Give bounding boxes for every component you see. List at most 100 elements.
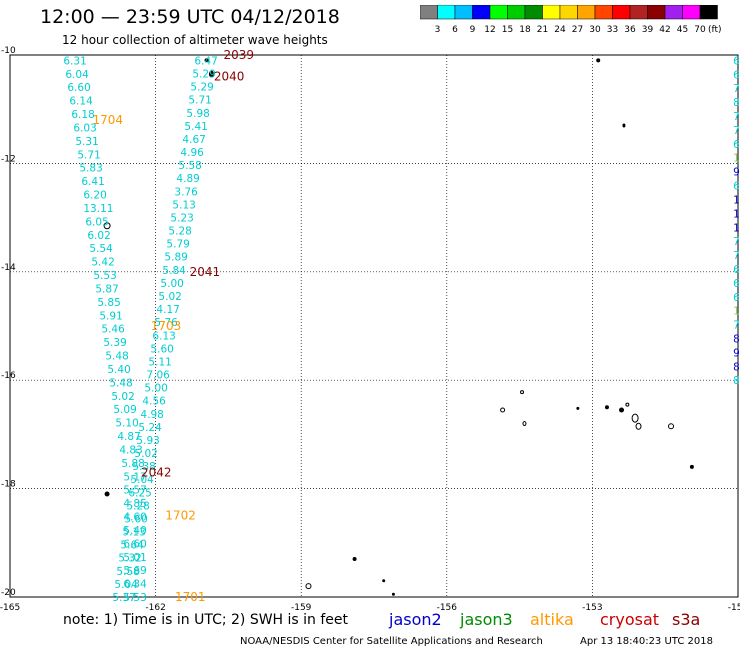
wave-height-value: 5.40 [123,525,146,537]
wave-height-value: 5.88 [121,458,144,470]
wave-height-value: 5.91 [99,310,122,322]
wave-height-value: 6.02 [87,230,110,242]
island-outline [103,222,111,230]
wave-height-value: 6.04 [65,69,89,81]
wave-height-value: 5.85 [97,297,120,309]
wave-height-value: 8. [733,375,740,387]
wave-height-value: 5.79 [166,239,189,251]
latitude-tick-label: -10 [1,46,16,56]
satellite-legend-jason3: jason3 [460,610,513,629]
wave-height-value: 5.13 [172,199,195,211]
wave-height-value: 6.9 [733,264,740,276]
track-time-marker: 1703 [151,319,182,333]
wave-height-value: 4.96 [180,147,204,159]
wave-height-value: 6.13 [152,330,175,342]
wave-height-value: 7.70 [733,83,740,95]
colorbar-tick-label: 15 [502,25,513,35]
wave-height-value: 6.09 [733,69,740,81]
wave-height-value: 5.38 [132,461,155,473]
wave-height-value: 5.42 [91,257,114,269]
latitude-tick-label: -16 [1,371,16,381]
latitude-tick-label: -12 [1,154,16,164]
wave-height-value: 5.13 [122,527,145,539]
island-outline [204,58,209,63]
island-outline [689,464,694,469]
wave-height-value: 5.71 [188,95,211,107]
wave-height-value: 5.00 [160,278,183,290]
wave-height-value: 6.25 [128,487,151,499]
wave-height-value: 6.60 [67,82,90,94]
wave-height-value: 5.54 [89,243,113,255]
wave-height-value: 6.18 [71,109,94,121]
wave-height-value: 7. [733,320,740,332]
wave-height-value: 6. [733,292,740,304]
wave-height-value: 13.53 [733,153,740,165]
colorbar-tick-label: 70 [694,25,706,35]
timestamp-text: Apr 13 18:40:23 UTC 2018 [580,636,713,647]
credit-text: NOAA/NESDIS Center for Satellite Applica… [240,636,543,647]
colorbar-tick-label: 45 [677,25,688,35]
latitude-tick-label: -20 [1,588,16,598]
track-time-marker: 2041 [190,265,221,279]
wave-height-value: 4.89 [176,173,199,185]
colorbar-unit-label: (ft) [708,25,722,35]
wave-height-value: 10.6 [733,208,740,220]
wave-height-value: 5.89 [164,252,187,264]
wave-height-value: 5.23 [170,212,193,224]
island-outline [631,413,639,423]
wave-height-value: 5.57 [123,485,146,497]
longitude-tick-label: -162 [145,603,165,610]
island-outline [352,557,357,562]
wave-height-value: 5.48 [105,351,128,363]
track-time-marker: 2042 [141,465,172,479]
wave-height-value: 5.93 [136,435,159,447]
wave-height-value: 5.32 [118,553,141,565]
wave-height-value: 5.37 [112,592,135,604]
wave-height-value: 5.02 [158,291,181,303]
wave-height-value: 5.60 [124,513,147,525]
colorbar-tick-label: 21 [537,25,548,35]
wave-height-value: 5.60 [150,343,173,355]
satellite-legend-jason2: jason2 [389,610,442,629]
wave-height-value: 5.17 [123,471,146,483]
colorbar-tick-label: 33 [607,25,618,35]
wave-height-value: 13. [733,306,740,318]
wave-height-value: 5.31 [75,136,98,148]
wave-height-value: 5.09 [113,404,136,416]
wave-height-value: 5.58 [178,160,201,172]
wave-height-value: 6.31 [63,55,86,67]
island-outline [391,592,395,596]
wave-height-map: -165 -162 -159 -156 -153 -150 -10 -12 -14 -16 -18 -… [0,46,740,610]
wave-height-value: 4.87 [117,431,140,443]
longitude-tick-label: -159 [291,603,312,610]
wave-height-value: 6.63 [733,55,740,67]
wave-height-value: 4.67 [182,134,205,146]
wave-height-value: 5.53 [123,592,146,604]
wave-height-value: 4.56 [142,396,166,408]
island-outline [668,423,675,430]
island-outline [500,407,506,413]
wave-height-value: 8. [733,333,740,345]
wave-height-value: 6.14 [69,96,93,108]
track-time-marker: 2040 [214,70,245,84]
colorbar-tick-label: 6 [452,25,458,35]
wave-height-value: 5.83 [79,163,102,175]
wave-height-value: 6.60 [123,538,146,550]
wave-height-value: 9 [733,347,740,359]
wave-height-value: 6. [733,278,740,290]
wave-height-value: 5.98 [186,108,209,120]
satellite-legend-cryosat: cryosat [600,610,660,629]
wave-height-value: 6.34 [123,579,147,591]
wave-height-value: 10.09 [733,194,740,206]
wave-height-value: 7.30 [733,125,740,137]
colorbar-tick-label: 18 [519,25,531,35]
wave-height-value: 7.01 [733,111,740,123]
wave-height-value: 8.54 [733,97,740,109]
track-time-marker: 1704 [93,113,124,127]
wave-height-value: 7.5 [733,250,740,262]
wave-height-value: 5.64 [120,540,144,552]
track-time-marker: 1701 [175,590,206,604]
colorbar-swatch [699,5,718,20]
island-outline [619,407,625,413]
colorbar-tick-label: 30 [589,25,601,35]
